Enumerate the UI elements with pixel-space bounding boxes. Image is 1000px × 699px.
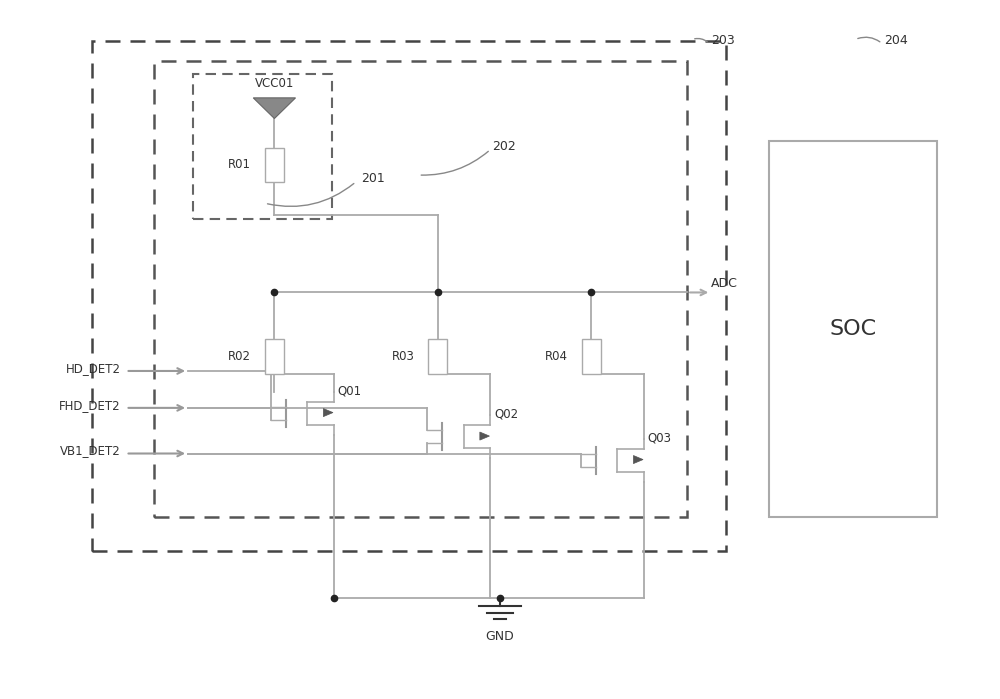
- Polygon shape: [480, 432, 489, 440]
- Bar: [265, 339, 284, 374]
- Text: 203: 203: [711, 34, 735, 47]
- Text: Q03: Q03: [648, 431, 672, 444]
- Text: 202: 202: [492, 140, 516, 152]
- Text: FHD_DET2: FHD_DET2: [59, 398, 121, 412]
- Text: R04: R04: [545, 350, 568, 363]
- Text: VB1_DET2: VB1_DET2: [60, 445, 121, 457]
- Text: Q02: Q02: [494, 408, 518, 421]
- Text: SOC: SOC: [829, 319, 876, 340]
- Text: R01: R01: [228, 159, 251, 171]
- Text: 201: 201: [361, 172, 385, 185]
- Bar: [265, 147, 284, 182]
- Bar: [428, 339, 447, 374]
- Text: R03: R03: [392, 350, 415, 363]
- Text: 204: 204: [884, 34, 908, 47]
- Polygon shape: [323, 408, 333, 417]
- Text: Q01: Q01: [338, 384, 362, 397]
- Text: ADC: ADC: [711, 277, 738, 290]
- Text: VCC01: VCC01: [255, 77, 294, 89]
- Bar: [582, 339, 601, 374]
- Text: HD_DET2: HD_DET2: [66, 362, 121, 375]
- Text: GND: GND: [486, 630, 514, 643]
- Bar: [769, 141, 937, 517]
- Text: R02: R02: [228, 350, 251, 363]
- Polygon shape: [633, 456, 643, 463]
- Polygon shape: [253, 98, 296, 119]
